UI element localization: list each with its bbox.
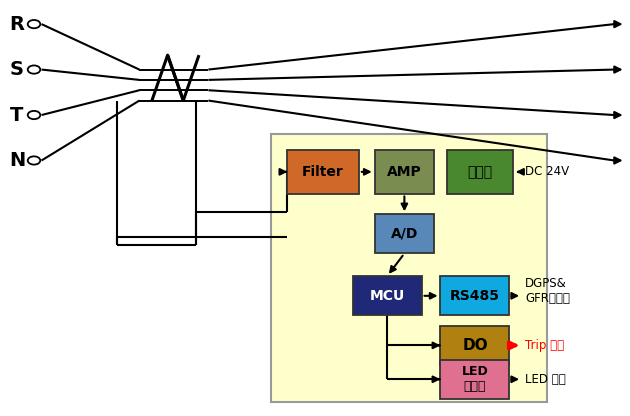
Text: Trip 출력: Trip 출력 (525, 339, 564, 352)
Circle shape (28, 20, 40, 28)
Text: LED
표시부: LED 표시부 (462, 365, 488, 393)
Circle shape (28, 65, 40, 74)
Text: N: N (9, 151, 26, 170)
Text: AMP: AMP (387, 165, 421, 179)
FancyBboxPatch shape (440, 360, 510, 399)
Text: R: R (9, 15, 25, 34)
Text: DGPS&
GFR모듈부: DGPS& GFR모듈부 (525, 277, 570, 305)
Text: MCU: MCU (370, 289, 404, 303)
Text: DO: DO (462, 338, 488, 353)
Text: LED 표시: LED 표시 (525, 373, 566, 386)
FancyBboxPatch shape (271, 134, 547, 402)
Text: A/D: A/D (391, 227, 418, 241)
FancyBboxPatch shape (287, 150, 359, 193)
FancyBboxPatch shape (375, 214, 434, 253)
Text: S: S (9, 60, 23, 79)
FancyBboxPatch shape (353, 276, 421, 315)
FancyBboxPatch shape (440, 276, 510, 315)
Text: RS485: RS485 (450, 289, 500, 303)
FancyBboxPatch shape (447, 150, 513, 193)
FancyBboxPatch shape (375, 150, 434, 193)
Text: DC 24V: DC 24V (525, 165, 570, 178)
Circle shape (28, 111, 40, 119)
Text: T: T (9, 106, 23, 124)
FancyBboxPatch shape (440, 326, 510, 365)
Circle shape (28, 156, 40, 165)
Text: Filter: Filter (302, 165, 344, 179)
Text: 전원부: 전원부 (467, 165, 492, 179)
